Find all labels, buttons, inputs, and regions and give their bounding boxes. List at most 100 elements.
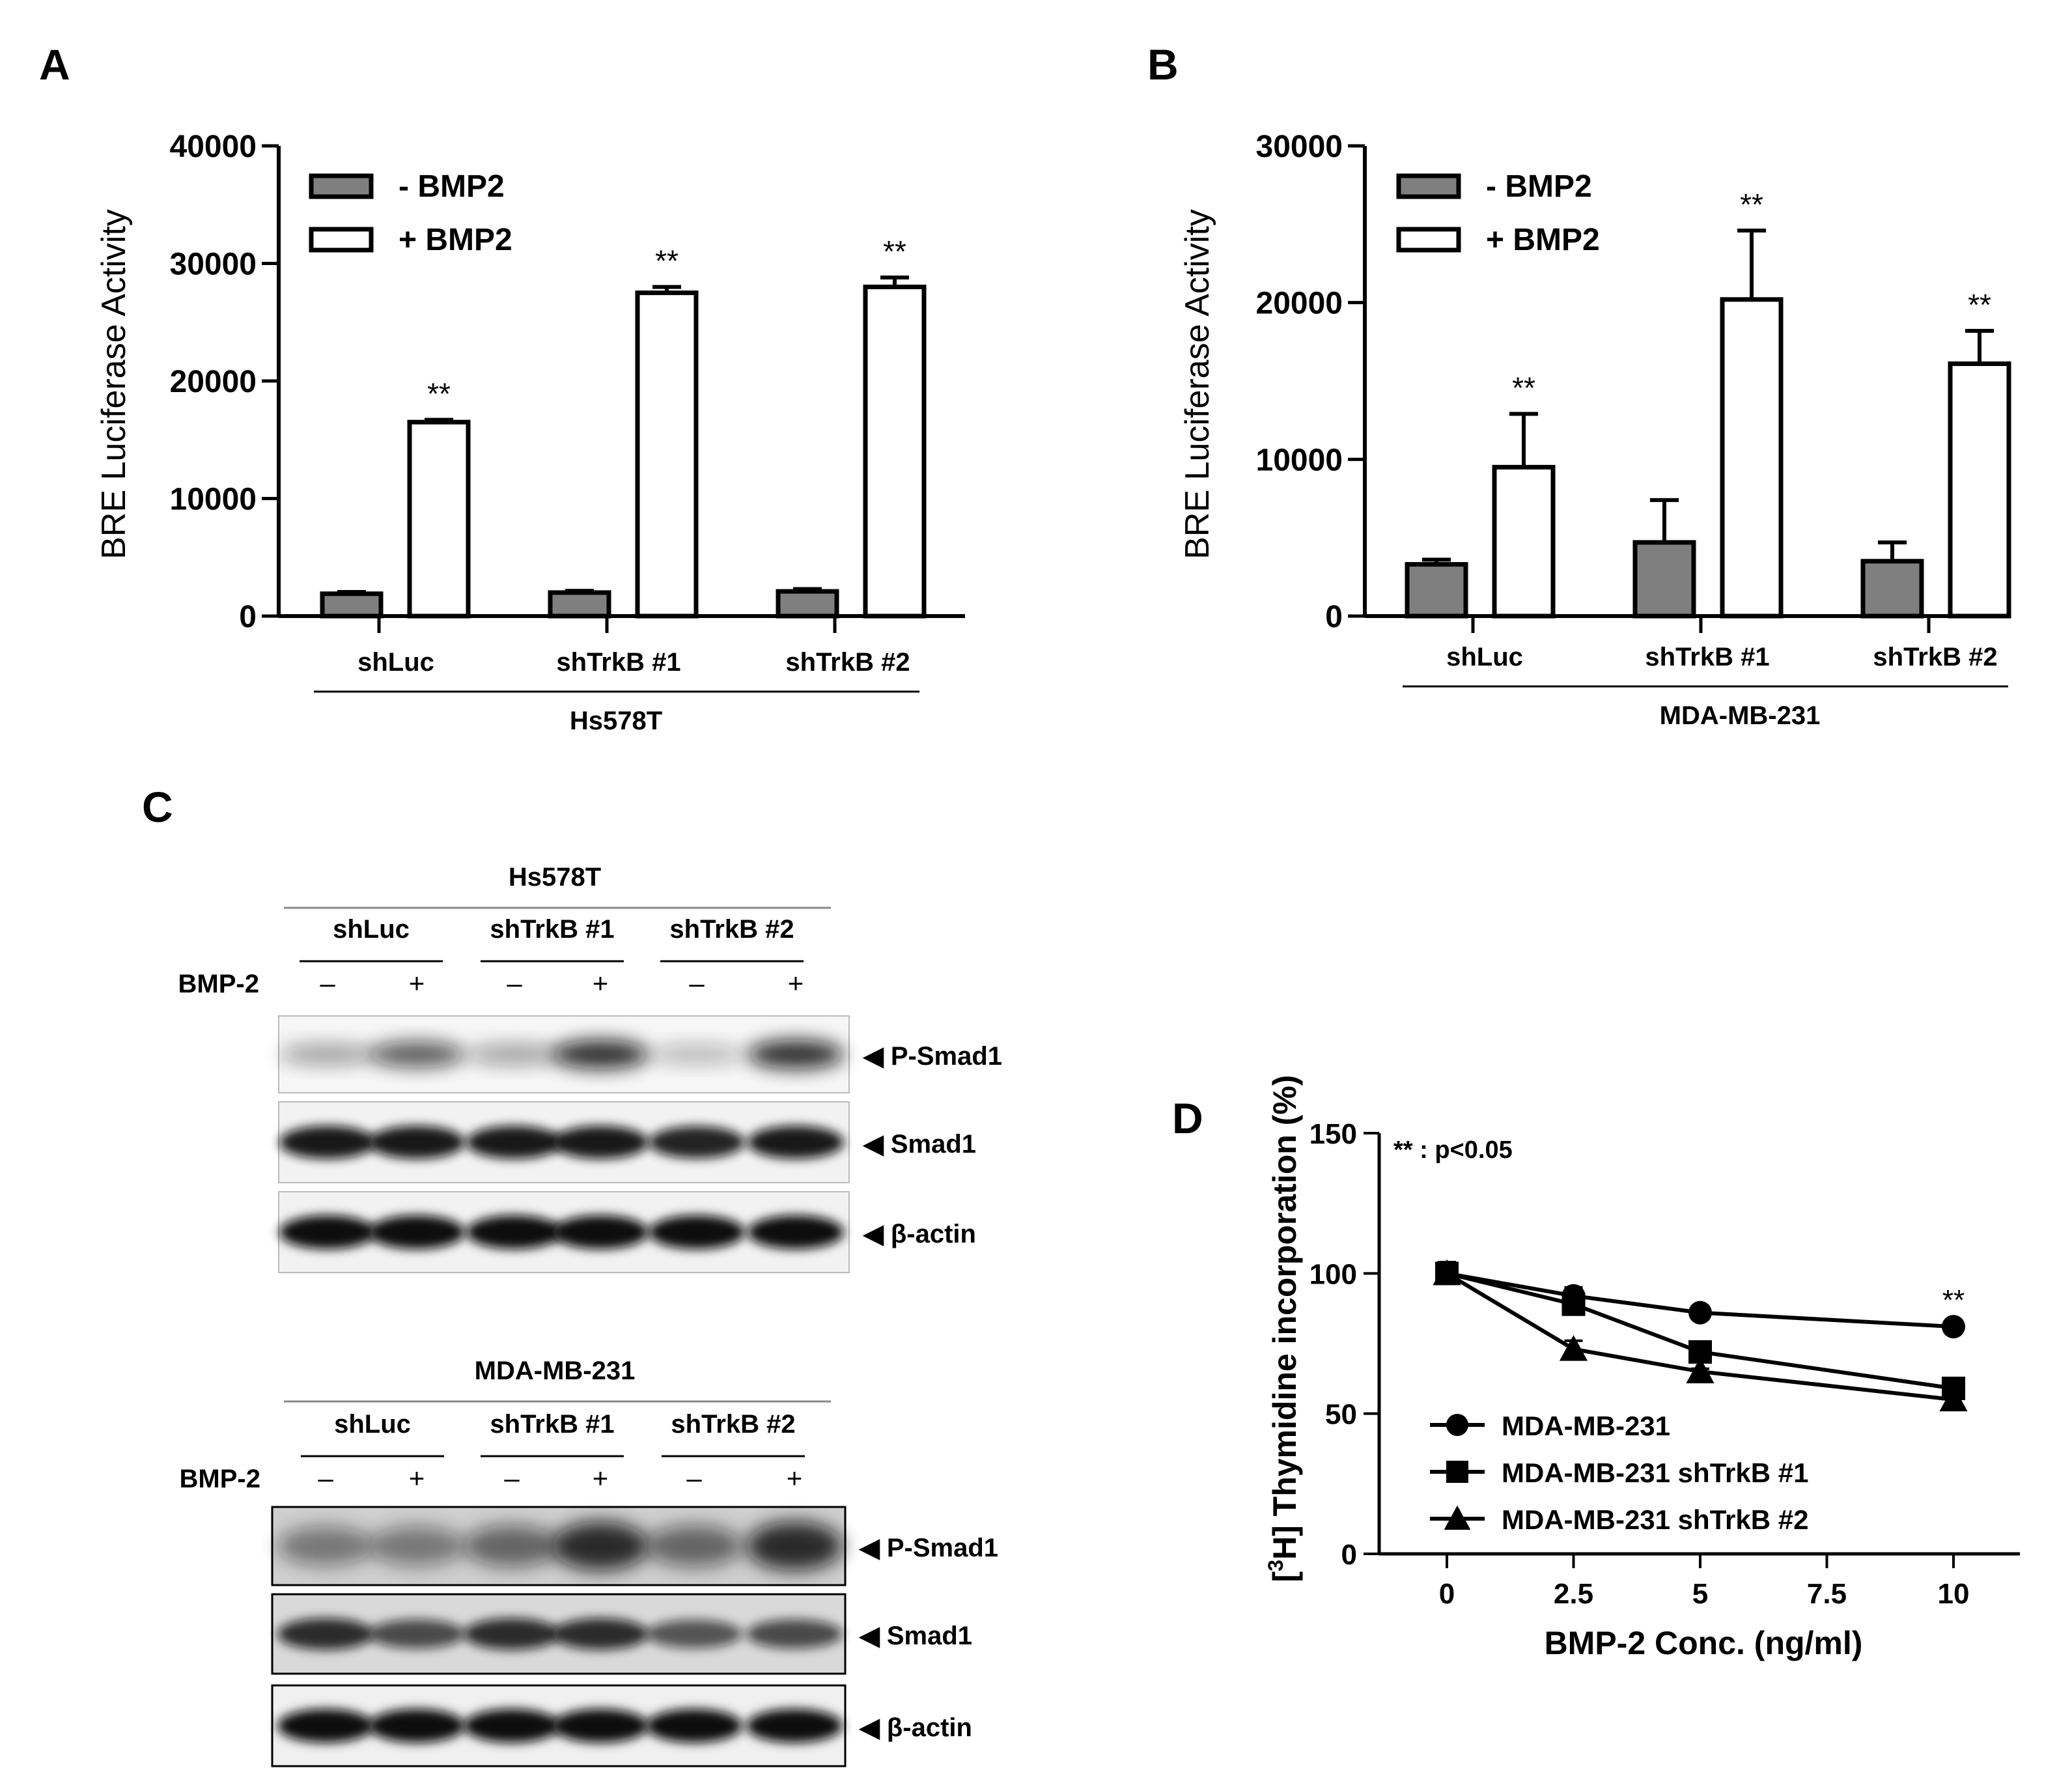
blot-band bbox=[464, 1525, 560, 1567]
blot-treatment-label: BMP-2 bbox=[178, 970, 259, 998]
ylabel-h: H bbox=[1267, 1536, 1303, 1560]
legend-label: MDA-MB-231 shTrkB #1 bbox=[1502, 1457, 1808, 1488]
blot-group-label: shTrkB #1 bbox=[490, 915, 614, 944]
data-point-circle bbox=[1942, 1315, 1965, 1339]
chart-a-legend: - BMP2 + BMP2 bbox=[309, 169, 512, 257]
blot-band bbox=[369, 1041, 465, 1068]
legend-label: MDA-MB-231 bbox=[1502, 1411, 1670, 1441]
significance-marker: ** bbox=[1968, 288, 1991, 322]
legend-label-minus: - BMP2 bbox=[399, 169, 505, 204]
blot-band bbox=[746, 1619, 843, 1649]
bar bbox=[320, 591, 384, 619]
panel-label-a: A bbox=[39, 40, 70, 89]
blot-band bbox=[466, 1215, 563, 1249]
blot-band-label: ◀ P-Smad1 bbox=[858, 1534, 998, 1562]
y-tick-label: 10000 bbox=[1256, 443, 1343, 477]
blot-band bbox=[649, 1126, 745, 1159]
bar bbox=[1492, 464, 1556, 619]
panel-label-b: B bbox=[1147, 40, 1179, 89]
chart-b-categories: shLuc shTrkB #1 shTrkB #2 bbox=[1446, 643, 1998, 671]
blot-lane-sign: + bbox=[788, 968, 804, 998]
blot-band bbox=[279, 1125, 376, 1159]
blot-lane-sign: + bbox=[593, 968, 609, 998]
data-point-circle bbox=[1688, 1301, 1712, 1325]
x-tick-label: 0 bbox=[1439, 1578, 1455, 1610]
blot-band bbox=[646, 1620, 742, 1648]
y-tick-label: 150 bbox=[1309, 1118, 1357, 1150]
series-line bbox=[1446, 1271, 1954, 1329]
legend-label-plus: + BMP2 bbox=[399, 223, 512, 257]
panel-label-c: C bbox=[142, 783, 173, 831]
blot-band bbox=[746, 1709, 843, 1743]
blot-band bbox=[646, 1525, 742, 1567]
bar bbox=[548, 590, 611, 619]
x-tick-label: 5 bbox=[1692, 1578, 1708, 1610]
blot-band bbox=[466, 1125, 563, 1159]
blot-band bbox=[748, 1039, 844, 1069]
bar bbox=[1720, 297, 1784, 619]
group-label: MDA-MB-231 bbox=[1660, 701, 1821, 730]
blot-band-label: ◀ β-actin bbox=[862, 1220, 976, 1248]
chart-b-ylabel: BRE Luciferase Activity bbox=[1179, 209, 1216, 559]
chart-b: BRE Luciferase Activity 0 10000 20000 30000… bbox=[1179, 130, 2011, 730]
western-blot-lower: MDA-MB-231 shLuc shTrkB #1 shTrkB #2 BMP-2 – +… bbox=[180, 1357, 998, 1767]
blot-band bbox=[552, 1215, 649, 1249]
y-tick-label: 100 bbox=[1309, 1258, 1357, 1290]
blot-band-label: ◀ P-Smad1 bbox=[862, 1042, 1002, 1071]
blot-lane-sign: – bbox=[318, 1463, 333, 1493]
chart-a-ylabel: BRE Luciferase Activity bbox=[95, 209, 133, 559]
ylabel-superscript: 3 bbox=[1264, 1560, 1287, 1571]
chart-a-axes: 0 10000 20000 30000 40000 bbox=[170, 130, 965, 634]
category-label: shTrkB #1 bbox=[556, 648, 680, 677]
y-tick-label: 10000 bbox=[170, 483, 257, 517]
blot-band bbox=[466, 1043, 563, 1065]
blot-band bbox=[464, 1618, 560, 1650]
x-tick-label: 10 bbox=[1938, 1578, 1970, 1610]
blot-lane-sign: + bbox=[409, 968, 425, 998]
data-point-triangle bbox=[1939, 1385, 1968, 1412]
chart-d: [3H] Thymidine incorporation (%) 0501001… bbox=[1264, 1075, 2020, 1661]
chart-d-xlabel: BMP-2 Conc. (ng/ml) bbox=[1545, 1625, 1863, 1661]
panel-label-d: D bbox=[1172, 1094, 1203, 1142]
bar bbox=[635, 290, 699, 619]
blot-band bbox=[369, 1709, 465, 1743]
blot-lane-sign: + bbox=[593, 1463, 609, 1493]
blot-group-label: shTrkB #1 bbox=[490, 1410, 614, 1439]
data-point-triangle bbox=[1559, 1335, 1588, 1361]
significance-marker: ** bbox=[883, 234, 906, 268]
blot-band bbox=[279, 1043, 376, 1065]
x-tick-label: 2.5 bbox=[1554, 1578, 1593, 1610]
blot-band-label: ◀ Smad1 bbox=[862, 1130, 976, 1159]
blot-band bbox=[369, 1526, 465, 1566]
chart-a-categories: shLuc shTrkB #1 shTrkB #2 bbox=[357, 648, 910, 677]
significance-marker: ** bbox=[655, 244, 679, 278]
data-point-square bbox=[1561, 1292, 1586, 1316]
bar bbox=[407, 419, 471, 619]
chart-a-bars: ** ** ** bbox=[320, 234, 927, 619]
legend-swatch-plus bbox=[309, 227, 374, 253]
bar bbox=[1948, 361, 2011, 619]
blot-group-label: shLuc bbox=[333, 915, 410, 944]
blot-band bbox=[279, 1215, 376, 1249]
blot-band bbox=[552, 1709, 649, 1743]
legend-swatch-plus bbox=[1396, 227, 1461, 253]
blot-band-label: ◀ Smad1 bbox=[858, 1622, 972, 1650]
category-label: shLuc bbox=[357, 648, 434, 677]
blot-band bbox=[552, 1521, 649, 1571]
category-label: shTrkB #2 bbox=[785, 648, 910, 677]
blot-cell-line-label: Hs578T bbox=[509, 863, 601, 892]
chart-a: BRE Luciferase Activity 0 10000 20000 30000… bbox=[95, 130, 965, 735]
y-tick-label: 50 bbox=[1325, 1399, 1357, 1431]
ylabel-main: ] Thymidine incorporation (%) bbox=[1267, 1075, 1303, 1536]
legend-swatch-minus bbox=[309, 173, 374, 199]
bar bbox=[863, 285, 927, 619]
blot-band bbox=[552, 1125, 649, 1159]
blot-band bbox=[277, 1526, 374, 1566]
blot-lane-sign: – bbox=[320, 968, 335, 998]
blot-band bbox=[649, 1215, 745, 1249]
category-label: shLuc bbox=[1446, 643, 1523, 671]
chart-d-legend: MDA-MB-231 MDA-MB-231 shTrkB #1 MDA-MB-231… bbox=[1430, 1411, 1808, 1535]
significance-marker: ** bbox=[1512, 371, 1535, 405]
western-blot-upper: Hs578T shLuc shTrkB #1 shTrkB #2 BMP-2 – + – + – +… bbox=[178, 863, 1002, 1273]
